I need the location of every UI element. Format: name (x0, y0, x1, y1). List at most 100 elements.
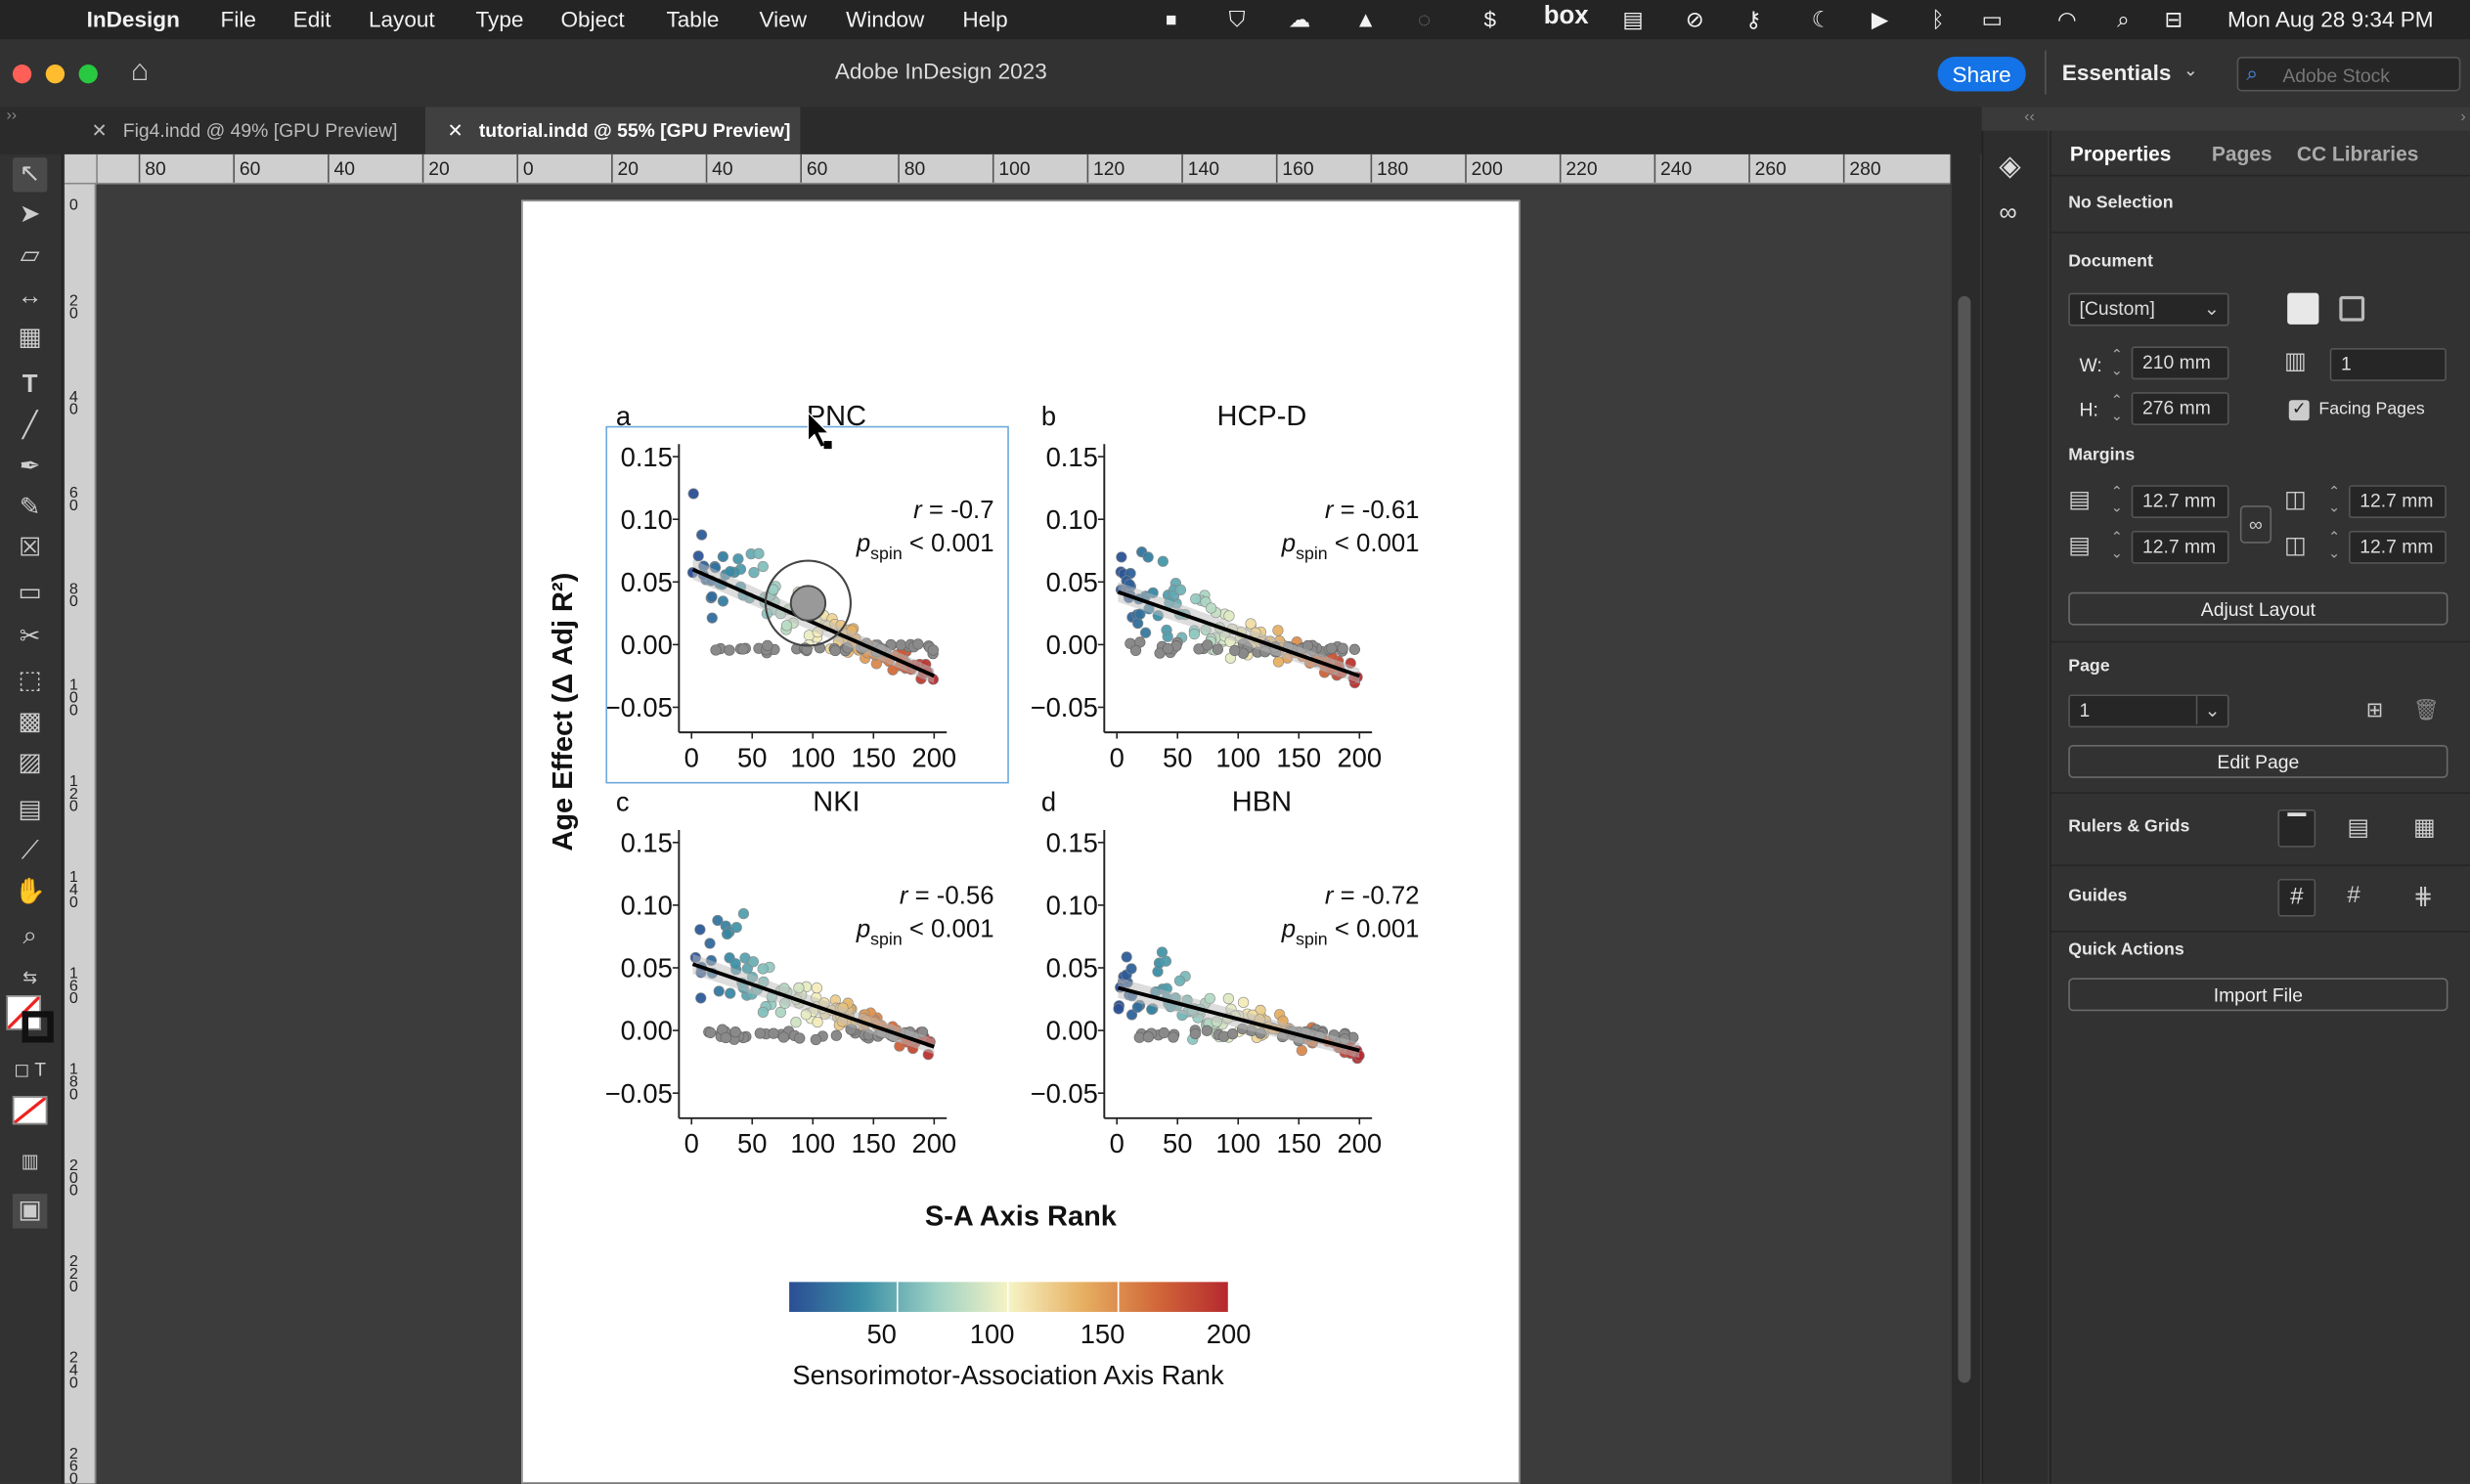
page-select[interactable]: 1 ⌄ (2068, 694, 2229, 728)
swap-colors-icon[interactable]: ⇆ (22, 968, 38, 988)
zoom-window-button[interactable] (78, 65, 98, 84)
width-stepper-icon[interactable]: ⌃ ⌄ (2110, 346, 2123, 378)
tab-tutorial[interactable]: ✕ tutorial.indd @ 55% [GPU Preview] (424, 107, 801, 154)
link-margins-icon[interactable]: ∞ (2239, 505, 2272, 544)
menu-layout[interactable]: Layout (368, 6, 435, 32)
margin-left-field[interactable]: 12.7 mm (2349, 485, 2447, 519)
vertical-ruler[interactable]: 0 20 40 60 80 100 120 140 160 180 200 220 240 260 (65, 184, 97, 1484)
margin-right-stepper-icon[interactable]: ⌃ ⌄ (2328, 529, 2341, 561)
formatting-affects-container-icon[interactable]: ◻ T (14, 1058, 47, 1081)
stop-record-icon[interactable]: ⏹ (1166, 6, 1177, 32)
key-icon[interactable]: ⚷ (1744, 6, 1762, 32)
tab-properties[interactable]: Properties (2051, 130, 2203, 175)
adobe-stock-search[interactable]: ⌕ Adobe Stock (2236, 56, 2461, 92)
height-field[interactable]: 276 mm (2131, 392, 2229, 425)
horizontal-ruler[interactable]: 80 60 40 20 0 20 40 60 80 100 120 140 160 180 200 220 24… (97, 153, 1951, 185)
collapse-panels-icon[interactable]: ‹‹ (2024, 109, 2035, 126)
screen-mode-icon[interactable]: ▣ (12, 1194, 48, 1229)
tab-cc-libraries[interactable]: CC Libraries (2296, 141, 2419, 166)
facing-pages-checkbox[interactable]: ✓ (2288, 400, 2310, 421)
selection-tool-icon[interactable]: ↖ (12, 157, 48, 193)
height-stepper-icon[interactable]: ⌃ ⌄ (2110, 392, 2123, 424)
pencil-tool-icon[interactable]: ✎ (19, 494, 41, 522)
margin-left-stepper-icon[interactable]: ⌃ ⌄ (2328, 483, 2341, 515)
box-icon[interactable]: box (1543, 3, 1589, 30)
scissors-tool-icon[interactable]: ✂ (19, 623, 41, 651)
creative-cloud-icon[interactable]: ☁ (1288, 6, 1311, 32)
display-icon[interactable]: ▤ (1622, 6, 1644, 32)
portrait-orientation-icon[interactable] (2287, 292, 2319, 325)
apply-none-icon[interactable] (12, 1096, 48, 1125)
type-tool-icon[interactable]: T (22, 371, 38, 399)
share-button[interactable]: Share (1937, 56, 2026, 92)
margin-bottom-stepper-icon[interactable]: ⌃ ⌄ (2110, 529, 2123, 561)
margin-top-field[interactable]: 12.7 mm (2131, 485, 2229, 519)
menu-type[interactable]: Type (475, 6, 524, 32)
links-icon[interactable]: ∞ (1999, 199, 2017, 227)
smart-guides-icon[interactable]: ⋕ (2413, 883, 2434, 911)
add-page-icon[interactable]: ⊞ (2365, 697, 2384, 721)
workspace-switcher[interactable]: Essentials (2061, 60, 2172, 85)
note-tool-icon[interactable]: ▤ (18, 797, 42, 824)
expand-icon[interactable]: › (2460, 109, 2466, 126)
margin-top-stepper-icon[interactable]: ⌃ ⌄ (2110, 483, 2123, 515)
line-tool-icon[interactable]: ╱ (22, 413, 38, 440)
play-icon[interactable]: ▶ (1871, 6, 1889, 32)
show-guides-icon[interactable]: # (2277, 878, 2316, 917)
width-field[interactable]: 210 mm (2131, 346, 2229, 380)
control-center-icon[interactable]: ⊟ (2164, 6, 2183, 32)
baseline-grid-icon[interactable]: ▤ (2347, 813, 2370, 842)
pages-count-field[interactable]: 1 (2329, 348, 2447, 381)
tab-pages[interactable]: Pages (2211, 141, 2272, 166)
eyedropper-tool-icon[interactable]: ⟋ (21, 838, 39, 865)
menu-object[interactable]: Object (560, 6, 625, 32)
menu-table[interactable]: Table (666, 6, 720, 32)
sync-icon[interactable]: ◌ (1417, 6, 1432, 32)
menu-help[interactable]: Help (962, 6, 1008, 32)
document-preset-select[interactable]: [Custom] ⌄ (2068, 292, 2229, 327)
minimize-window-button[interactable] (45, 65, 66, 84)
adjust-layout-button[interactable]: Adjust Layout (2068, 591, 2448, 626)
menu-window[interactable]: Window (846, 6, 925, 32)
datetime[interactable]: Mon Aug 28 9:34 PM (2227, 6, 2434, 32)
trash-icon[interactable]: 🗑 (2413, 697, 2440, 721)
menu-view[interactable]: View (759, 6, 807, 32)
vertical-scrollbar[interactable] (1952, 153, 1981, 1484)
chevron-down-icon[interactable]: ⌄ (2183, 61, 2198, 81)
lock-guides-icon[interactable]: # (2347, 882, 2360, 909)
landscape-orientation-icon[interactable] (2339, 295, 2365, 322)
direct-selection-tool-icon[interactable]: ➤ (19, 201, 41, 229)
document-page[interactable] (521, 199, 1521, 1484)
dollar-icon[interactable]: $ (1483, 6, 1497, 32)
moon-icon[interactable]: ☾ (1811, 6, 1831, 32)
gradient-feather-tool-icon[interactable]: ▨ (18, 749, 42, 777)
expand-panel-icon[interactable]: ›› (6, 107, 18, 125)
margin-bottom-field[interactable]: 12.7 mm (2131, 530, 2229, 564)
circle-slash-icon[interactable]: ⊘ (1685, 6, 1704, 32)
bluetooth-icon[interactable]: ᛒ (1931, 6, 1945, 32)
home-icon[interactable]: ⌂ (130, 55, 150, 89)
stroke-swatch[interactable] (22, 1011, 54, 1043)
pen-tool-icon[interactable]: ✒ (19, 453, 41, 481)
rectangle-tool-icon[interactable]: ▭ (18, 579, 42, 607)
rectangle-frame-tool-icon[interactable]: ☒ (19, 535, 42, 563)
edit-page-button[interactable]: Edit Page (2068, 745, 2448, 778)
close-tab-icon[interactable]: ✕ (447, 119, 463, 142)
ruler-origin[interactable] (65, 153, 98, 185)
tab-fig4[interactable]: ✕ Fig4.indd @ 49% [GPU Preview] (69, 108, 422, 154)
app-menu[interactable]: InDesign (86, 6, 180, 32)
close-tab-icon[interactable]: ✕ (91, 119, 108, 142)
close-window-button[interactable] (12, 65, 32, 84)
import-file-button[interactable]: Import File (2068, 978, 2448, 1012)
layers-icon[interactable]: ◈ (1999, 150, 2021, 182)
document-grid-icon[interactable]: ▦ (2413, 813, 2436, 842)
drive-icon[interactable]: ▲ (1354, 6, 1377, 32)
menu-file[interactable]: File (220, 6, 256, 32)
margin-right-field[interactable]: 12.7 mm (2349, 530, 2447, 564)
shield-icon[interactable]: ⛉ (1228, 6, 1246, 32)
screen-mode-preview-icon[interactable]: ▥ (21, 1150, 39, 1172)
free-transform-tool-icon[interactable]: ⬚ (18, 668, 42, 695)
gradient-swatch-tool-icon[interactable]: ▩ (18, 708, 42, 736)
search-icon[interactable]: ⌕ (2117, 6, 2130, 32)
